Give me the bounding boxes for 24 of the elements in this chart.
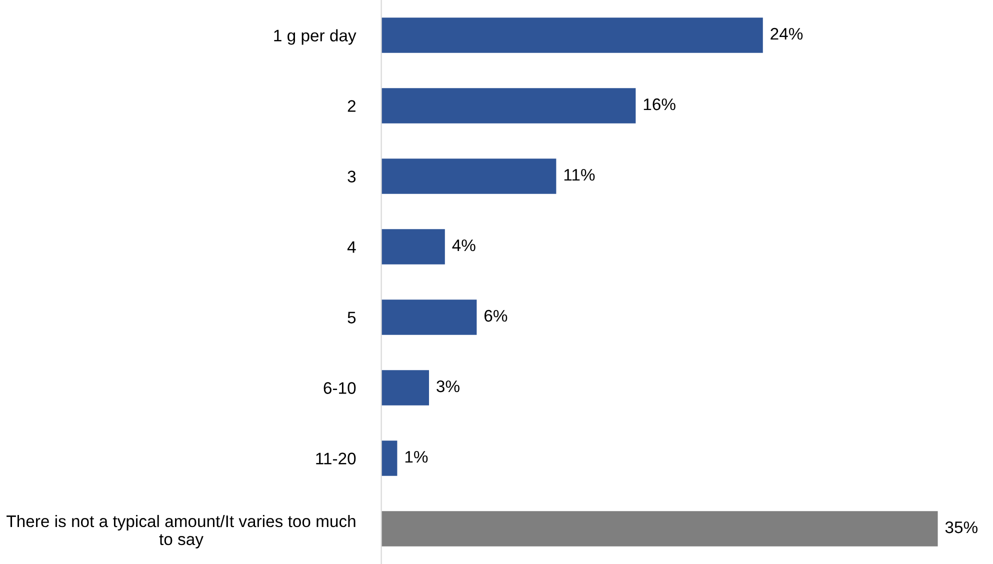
data-label: 4% [452, 239, 476, 252]
bar [381, 370, 430, 406]
y-tick-label: There is not a typical amount/It varies too much to say [6, 514, 356, 548]
data-label: 35% [945, 521, 978, 534]
data-label: 16% [644, 98, 676, 110]
bar [381, 88, 636, 124]
y-tick-label: 5 [348, 312, 356, 324]
y-tick-label: 3 [348, 170, 356, 182]
y-tick-label: 6-10 [324, 382, 356, 394]
y-tick-label: 11-20 [316, 452, 356, 464]
bar [381, 300, 477, 335]
data-label: 24% [770, 28, 803, 40]
y-tick-label: 4 [347, 241, 356, 253]
bar [381, 440, 398, 476]
y-tick-label: 1 g per day [274, 29, 356, 45]
y-tick-label: 2 [348, 100, 356, 112]
bar [381, 229, 445, 264]
data-label: 11% [564, 168, 595, 181]
bar [381, 511, 938, 546]
bar [381, 158, 556, 194]
data-label: 1% [405, 450, 428, 463]
data-label: 3% [436, 380, 460, 392]
data-label: 6% [484, 310, 508, 322]
bar [381, 18, 763, 53]
